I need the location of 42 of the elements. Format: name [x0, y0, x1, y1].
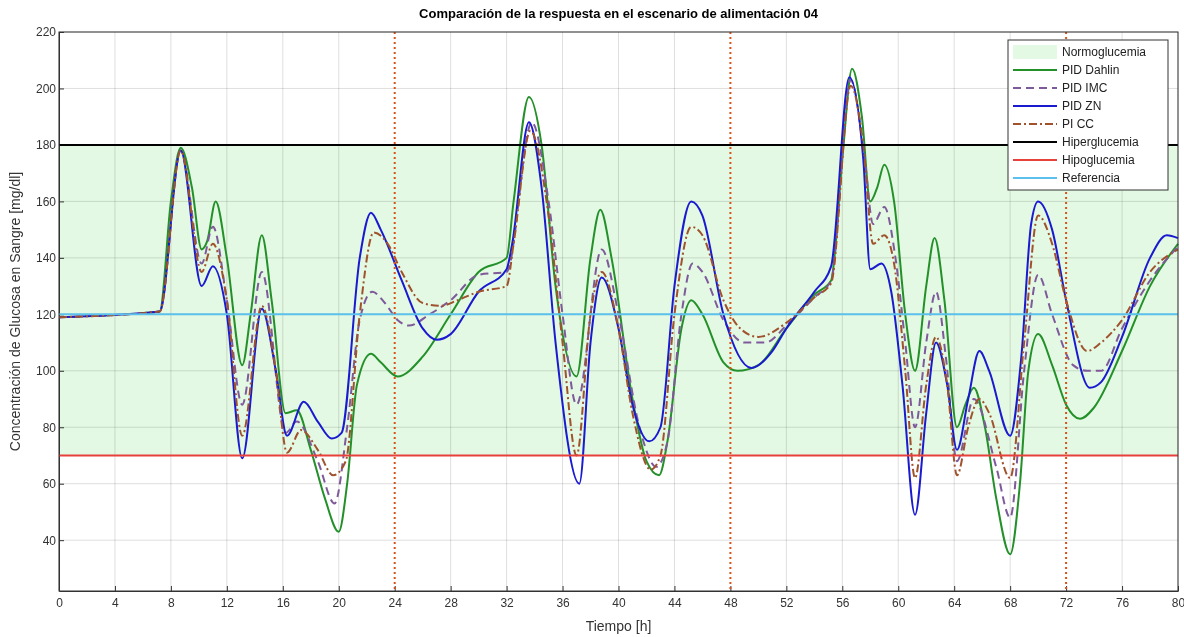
x-tick-label: 4	[112, 596, 120, 611]
x-tick-label: 48	[724, 596, 738, 611]
y-tick-label: 200	[35, 81, 57, 96]
x-tick-label: 64	[948, 596, 962, 611]
x-tick-label: 44	[668, 596, 682, 611]
x-tick-label: 40	[612, 596, 626, 611]
x-tick-label: 24	[388, 596, 403, 611]
x-tick-label: 56	[836, 596, 850, 611]
legend-label: Referencia	[1062, 171, 1121, 185]
x-tick-label: 72	[1059, 596, 1074, 611]
y-tick-label: 180	[35, 138, 57, 153]
x-tick-label: 0	[56, 596, 64, 611]
x-tick-label: 52	[780, 596, 794, 611]
legend-label: PID Dahlin	[1062, 63, 1120, 77]
x-tick-label: 36	[556, 596, 571, 611]
y-tick-label: 120	[35, 307, 57, 322]
y-tick-label: 40	[42, 533, 57, 548]
y-tick-label: 60	[42, 477, 57, 492]
x-tick-label: 80	[1171, 596, 1184, 611]
y-tick-label: 80	[42, 420, 57, 435]
x-axis-title: Tiempo [h]	[585, 618, 652, 634]
chart-title: Comparación de la respuesta en el escenario de alimentación 04	[419, 6, 819, 21]
legend-label: PID IMC	[1062, 81, 1108, 95]
x-tick-label: 68	[1003, 596, 1018, 611]
legend-label: Hipoglucemia	[1062, 153, 1136, 167]
x-tick-label: 60	[892, 596, 906, 611]
legend-label: PID ZN	[1062, 99, 1102, 113]
y-tick-label: 160	[35, 194, 57, 209]
x-tick-label: 32	[500, 596, 515, 611]
x-tick-label: 16	[276, 596, 291, 611]
x-tick-label: 20	[332, 596, 347, 611]
x-tick-label: 28	[444, 596, 459, 611]
y-tick-label: 140	[35, 251, 57, 266]
y-tick-label: 100	[35, 364, 57, 379]
y-axis-title: Concentración de Glucosa en Sangre [mg/dl]	[7, 171, 23, 452]
legend-label: Normoglucemia	[1062, 45, 1147, 59]
legend-label: Hiperglucemia	[1062, 135, 1140, 149]
y-tick-label: 220	[35, 25, 57, 40]
legend-label: PI CC	[1062, 117, 1095, 131]
x-tick-label: 8	[168, 596, 176, 611]
x-tick-label: 76	[1115, 596, 1130, 611]
x-tick-label: 12	[220, 596, 235, 611]
